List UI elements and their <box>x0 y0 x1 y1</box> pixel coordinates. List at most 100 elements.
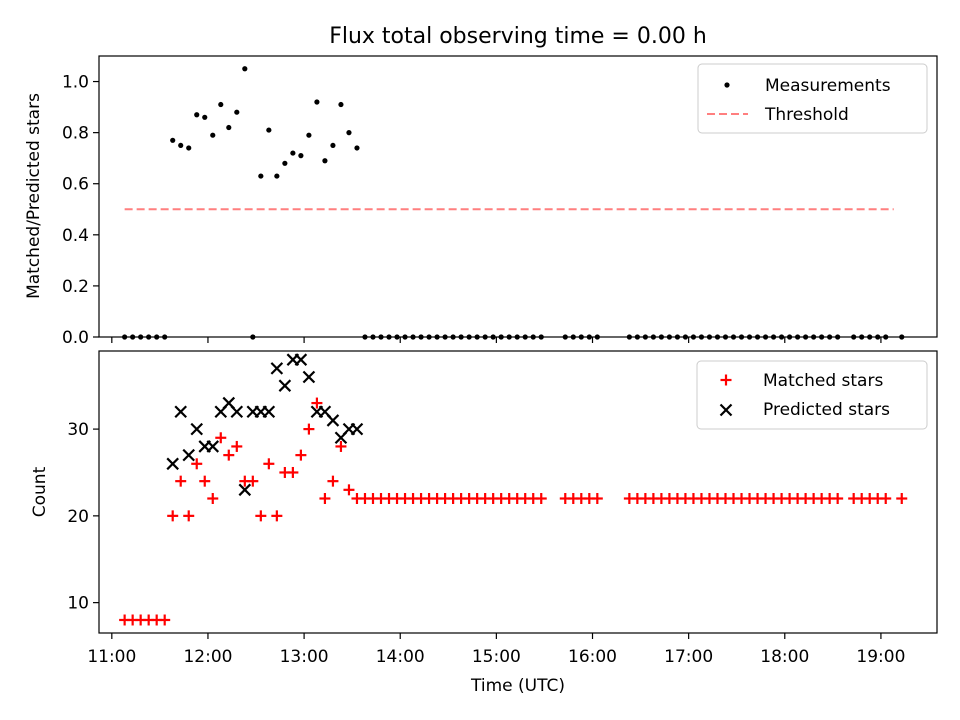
count-x-ticks: 11:00 12:00 13:00 14:00 15:00 16:00 17:00 18:00… <box>87 633 905 667</box>
matched-star-point <box>271 510 283 522</box>
legend-predicted-label: Predicted stars <box>763 400 890 420</box>
measurement-point <box>146 334 152 340</box>
count-y-axis-label: Count <box>30 466 50 517</box>
measurement-point <box>426 334 432 340</box>
measurement-point <box>474 334 480 340</box>
measurement-point <box>803 334 809 340</box>
matched-star-point <box>159 614 171 626</box>
count-legend-box <box>696 360 928 430</box>
measurement-point <box>346 130 352 136</box>
matched-star-point <box>231 440 243 452</box>
matched-star-point <box>327 475 339 487</box>
measurement-point <box>859 334 865 340</box>
measurement-point <box>738 334 745 340</box>
measurement-point <box>170 137 176 143</box>
matched-star-point <box>319 493 331 505</box>
measurement-point <box>698 334 705 340</box>
matched-star-point <box>295 449 307 461</box>
measurement-point <box>674 334 681 340</box>
measurement-point <box>514 334 520 340</box>
measurement-point <box>466 334 472 340</box>
measurement-point <box>250 334 256 340</box>
measurement-point <box>770 334 777 340</box>
matched-star-point <box>263 458 275 470</box>
predicted-star-point <box>270 362 284 375</box>
measurement-point <box>626 334 632 340</box>
measurement-point <box>690 334 697 340</box>
predicted-star-point <box>166 457 179 471</box>
measurement-point <box>578 334 584 340</box>
measurement-point <box>506 334 512 340</box>
y-tick-label: 0.4 <box>62 226 89 246</box>
x-tick-label: 15:00 <box>472 647 521 667</box>
measurement-point <box>827 334 833 340</box>
measurement-point <box>570 334 576 340</box>
matched-star-point <box>247 475 259 487</box>
measurement-point <box>594 334 600 340</box>
measurement-point <box>666 334 673 340</box>
measurement-point <box>586 334 592 340</box>
measurement-point <box>434 334 440 340</box>
measurement-point <box>210 132 216 138</box>
measurement-point <box>482 334 488 340</box>
measurement-point <box>274 173 280 179</box>
measurement-point <box>875 334 881 340</box>
matched-star-point <box>535 493 547 505</box>
measurement-point <box>402 334 408 340</box>
matched-star-point <box>832 493 844 505</box>
measurement-point <box>298 153 304 159</box>
measurement-point <box>634 334 640 340</box>
measurement-point <box>786 334 793 340</box>
measurement-point <box>314 99 320 105</box>
x-tick-label: 18:00 <box>760 647 809 667</box>
measurement-point <box>562 334 568 340</box>
ratio-legend: Measurements Threshold <box>697 63 928 134</box>
legend-measurements-label: Measurements <box>765 76 891 96</box>
legend-matched-marker <box>720 374 732 386</box>
measurement-point <box>458 334 464 340</box>
matched-star-point <box>303 423 315 435</box>
count-panel: 10 20 30 11:00 12:00 13:00 14:00 15:00 16:00 17:… <box>30 350 938 696</box>
y-tick-label: 20 <box>67 507 89 527</box>
measurement-point <box>266 127 272 133</box>
measurement-point <box>330 142 336 149</box>
matched-star-point <box>896 493 908 505</box>
measurement-point <box>795 334 801 340</box>
measurement-point <box>714 334 721 340</box>
measurement-point <box>290 150 296 156</box>
measurement-point <box>811 334 817 340</box>
measurement-point <box>362 334 368 340</box>
measurement-point <box>226 124 232 131</box>
x-tick-label: 16:00 <box>568 647 617 667</box>
measurement-point <box>754 334 761 340</box>
ratio-marks <box>122 66 905 340</box>
measurement-point <box>418 334 424 340</box>
y-tick-label: 0.0 <box>62 328 89 348</box>
y-tick-label: 0.8 <box>62 124 89 144</box>
measurement-point <box>234 109 240 115</box>
x-axis-label: Time (UTC) <box>470 676 565 696</box>
predicted-star-point <box>238 483 252 497</box>
measurement-point <box>178 142 184 149</box>
count-plot-area <box>98 350 938 634</box>
predicted-star-point <box>206 440 220 453</box>
x-tick-label: 13:00 <box>280 647 329 667</box>
chart-title: Flux total observing time = 0.00 h <box>329 24 707 49</box>
matched-star-point <box>199 475 211 487</box>
matched-star-point <box>591 493 603 505</box>
measurement-point <box>410 334 416 340</box>
measurement-point <box>498 334 504 340</box>
matched-star-point <box>175 475 187 487</box>
measurement-point <box>706 334 713 340</box>
matched-star-point <box>255 510 267 522</box>
measurement-point <box>386 334 392 340</box>
measurement-point <box>218 101 224 108</box>
measurement-point <box>242 66 248 72</box>
measurement-point <box>730 334 737 340</box>
measurement-point <box>530 334 536 340</box>
matched-star-point <box>191 458 203 470</box>
count-marks <box>119 353 908 626</box>
matched-star-point <box>287 466 299 478</box>
y-tick-label: 1.0 <box>62 73 89 93</box>
matched-star-point <box>215 432 227 444</box>
